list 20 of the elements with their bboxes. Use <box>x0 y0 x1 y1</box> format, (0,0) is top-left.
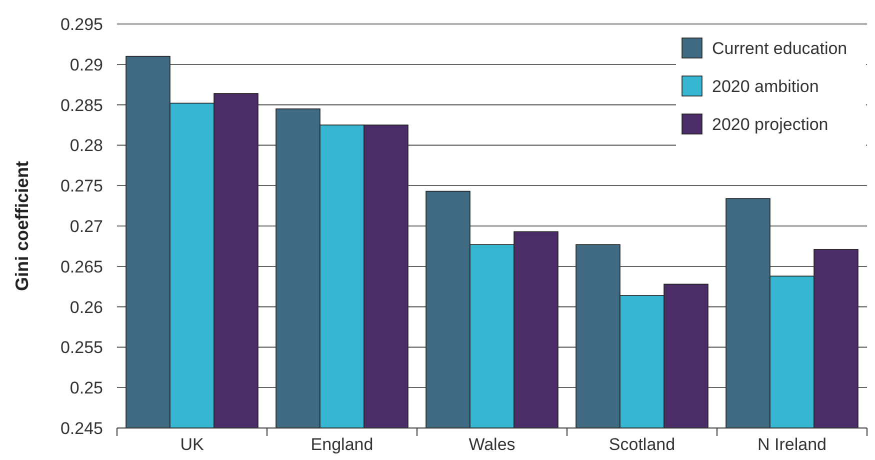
y-axis-title: Gini coefficient <box>12 160 32 292</box>
y-tick-label: 0.265 <box>60 257 103 276</box>
legend-label: 2020 ambition <box>712 76 819 96</box>
y-tick-label: 0.25 <box>70 378 103 398</box>
y-tick-label: 0.29 <box>70 55 103 74</box>
x-tick-label: England <box>310 435 374 454</box>
y-tick-label: 0.295 <box>60 14 103 34</box>
x-tick-label: Scotland <box>608 435 676 454</box>
y-tick-label: 0.275 <box>60 176 103 196</box>
x-tick-label: UK <box>180 435 204 454</box>
y-tick-label: 0.28 <box>70 136 103 156</box>
y-tick-label: 0.26 <box>70 298 103 317</box>
y-tick-label: 0.285 <box>60 96 103 115</box>
x-tick-label: N Ireland <box>758 435 826 454</box>
y-tick-label: 0.245 <box>60 418 103 438</box>
x-tick-label: Wales <box>468 435 516 454</box>
legend-label: Current education <box>712 38 848 58</box>
y-tick-label: 0.255 <box>60 338 103 358</box>
legend-label: 2020 projection <box>712 114 828 134</box>
y-tick-label: 0.27 <box>70 216 103 236</box>
